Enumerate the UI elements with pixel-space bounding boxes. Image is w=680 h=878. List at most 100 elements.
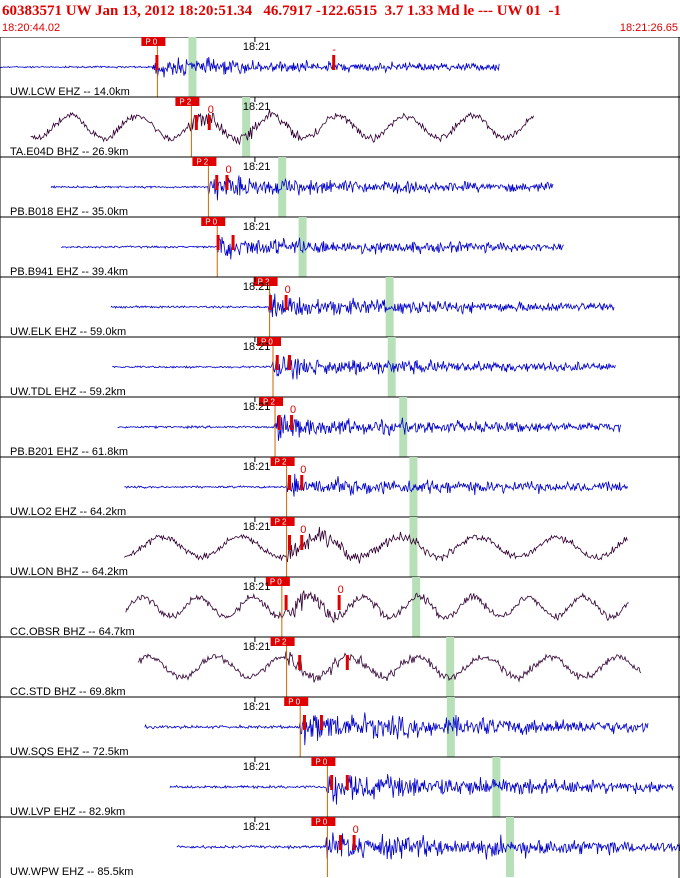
pick-mark-tdl-1 xyxy=(288,355,291,370)
p-pick-label-obsr: P 0 xyxy=(270,578,282,587)
waveform-b018 xyxy=(50,175,554,201)
seismogram-record-section: P 0 - 18:21 UW.LCW EHZ -- 14.0km P 2 0 18:21 TA… xyxy=(0,37,680,878)
station-label-sqs: UW.SQS EHZ -- 72.5km xyxy=(10,746,129,758)
pick-mark-lcw-1 xyxy=(332,55,336,70)
p-pick-label-tdl: P 0 xyxy=(261,338,273,347)
p-pick-label-elk: P 2 xyxy=(258,278,270,287)
p-pick-box-b941 xyxy=(201,217,226,226)
station-label-e04d: TA.E04D BHZ -- 26.9km xyxy=(10,146,128,158)
pick-mark-label-b018-1: 0 xyxy=(225,164,231,176)
pick-mark-sqs-0 xyxy=(302,715,306,730)
time-tick-label: 18:21 xyxy=(243,341,271,353)
pick-mark-b018-1 xyxy=(225,175,229,190)
pick-mark-std-1 xyxy=(345,655,349,670)
waveform-lvp xyxy=(169,774,674,805)
pick-mark-b941-0 xyxy=(216,235,220,250)
station-label-lon: UW.LON BHZ -- 64.2km xyxy=(10,566,128,578)
p-pick-label-lcw: P 0 xyxy=(145,38,157,47)
waveform-wpw xyxy=(176,832,680,860)
p-pick-box-e04d xyxy=(175,97,200,106)
pick-mark-e04d-1 xyxy=(207,115,211,130)
p-pick-box-std xyxy=(270,637,295,646)
pick-mark-label-e04d-1: 0 xyxy=(208,104,214,116)
pick-mark-label-wpw-1: 0 xyxy=(353,824,359,836)
pick-mark-lo2-1 xyxy=(300,475,304,490)
p-pick-box-lo2 xyxy=(270,457,295,466)
pick-mark-wpw-0 xyxy=(339,835,342,850)
station-label-wpw: UW.WPW EHZ -- 85.5km xyxy=(10,866,133,878)
waveform-sqs xyxy=(144,712,649,746)
station-label-std: CC.STD BHZ -- 69.8km xyxy=(10,686,126,698)
theoretical-s-band-std xyxy=(446,637,455,697)
waveform-tdl xyxy=(112,355,616,380)
station-label-b018: PB.B018 EHZ -- 35.0km xyxy=(10,206,128,218)
pick-mark-label-lcw-1: - xyxy=(332,44,336,56)
waveform-lcw xyxy=(0,56,500,78)
pick-mark-e04d-0 xyxy=(194,115,198,130)
p-pick-box-wpw xyxy=(311,817,336,826)
p-pick-label-b941: P 0 xyxy=(205,218,217,227)
pick-mark-obsr-0 xyxy=(284,595,288,610)
waveform-lon xyxy=(124,526,628,564)
pick-mark-obsr-1 xyxy=(337,595,341,610)
time-tick-label: 18:21 xyxy=(243,641,271,653)
p-pick-box-b201 xyxy=(259,397,284,406)
pick-mark-label-lon-1: 0 xyxy=(300,524,306,536)
time-tick-label: 18:21 xyxy=(243,41,271,53)
pick-mark-lvp-1 xyxy=(345,775,349,790)
waveform-elk xyxy=(110,293,615,318)
waveform-obsr xyxy=(125,590,629,624)
waveform-b201 xyxy=(117,414,622,441)
p-pick-label-sqs: P 0 xyxy=(288,698,300,707)
p-pick-box-elk xyxy=(253,277,278,286)
window-end-time: 18:21:26.65 xyxy=(619,22,678,34)
time-tick-label: 18:21 xyxy=(243,761,271,773)
p-pick-box-lvp xyxy=(311,757,336,766)
pick-mark-std-0 xyxy=(298,655,302,670)
theoretical-s-band-b018 xyxy=(278,157,287,217)
time-tick-label: 18:21 xyxy=(243,521,271,533)
pick-mark-sqs-1 xyxy=(319,715,323,730)
time-tick-label: 18:21 xyxy=(243,161,271,173)
pick-mark-lon-0 xyxy=(288,535,291,550)
p-pick-box-tdl xyxy=(257,337,281,346)
p-pick-box-lon xyxy=(270,517,295,526)
pick-mark-lon-1 xyxy=(300,535,304,550)
time-tick-label: 18:21 xyxy=(243,281,271,293)
window-start-time: 18:20:44.02 xyxy=(2,22,61,34)
p-pick-label-std: P 2 xyxy=(275,638,287,647)
theoretical-s-band-tdl xyxy=(387,337,396,397)
station-label-lcw: UW.LCW EHZ -- 14.0km xyxy=(10,86,130,98)
time-tick-label: 18:21 xyxy=(243,821,271,833)
pick-mark-lvp-0 xyxy=(330,775,334,790)
pick-mark-elk-1 xyxy=(284,295,288,310)
pick-mark-label-b201-1: 0 xyxy=(290,404,296,416)
p-pick-box-sqs xyxy=(284,697,309,706)
station-label-tdl: UW.TDL EHZ -- 59.2km xyxy=(10,386,126,398)
station-label-obsr: CC.OBSR BHZ -- 64.7km xyxy=(10,626,135,638)
waveform-lo2 xyxy=(124,473,628,497)
theoretical-s-band-b941 xyxy=(298,217,307,277)
event-header: 60383571 UW Jan 13, 2012 18:20:51.34 46.… xyxy=(2,3,562,19)
p-pick-label-wpw: P 0 xyxy=(315,818,327,827)
waveform-e04d xyxy=(30,109,534,146)
pick-mark-label-obsr-1: 0 xyxy=(338,584,344,596)
pick-mark-wpw-1 xyxy=(352,835,356,850)
theoretical-s-band-lon xyxy=(409,517,418,577)
waveform-b941 xyxy=(61,236,564,260)
theoretical-s-band-elk xyxy=(385,277,394,337)
pick-mark-label-elk-1: 0 xyxy=(285,284,291,296)
pick-mark-b201-1 xyxy=(290,415,294,430)
pick-mark-elk-0 xyxy=(268,295,272,310)
pick-mark-b018-0 xyxy=(215,175,219,190)
time-tick-label: 18:21 xyxy=(243,101,271,113)
time-tick-label: 18:21 xyxy=(243,701,271,713)
theoretical-s-band-obsr xyxy=(412,577,421,637)
time-tick-label: 18:21 xyxy=(243,581,271,593)
waveform-std xyxy=(137,651,642,683)
p-pick-box-obsr xyxy=(265,577,290,586)
p-pick-label-lvp: P 0 xyxy=(315,758,327,767)
pick-mark-label-lo2-1: 0 xyxy=(300,464,306,476)
station-label-b941: PB.B941 EHZ -- 39.4km xyxy=(10,266,128,278)
p-pick-label-lon: P 2 xyxy=(275,518,287,527)
